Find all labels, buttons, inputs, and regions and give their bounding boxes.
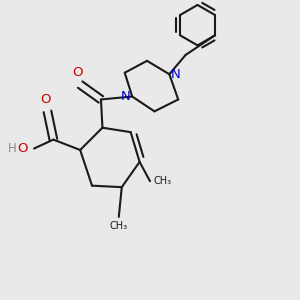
Text: CH₃: CH₃ — [154, 176, 172, 186]
Text: O: O — [72, 66, 83, 79]
Text: N: N — [121, 90, 131, 103]
Text: O: O — [17, 142, 28, 155]
Text: CH₃: CH₃ — [110, 221, 128, 231]
Text: O: O — [41, 93, 51, 106]
Text: H: H — [8, 142, 17, 155]
Text: N: N — [171, 68, 181, 81]
